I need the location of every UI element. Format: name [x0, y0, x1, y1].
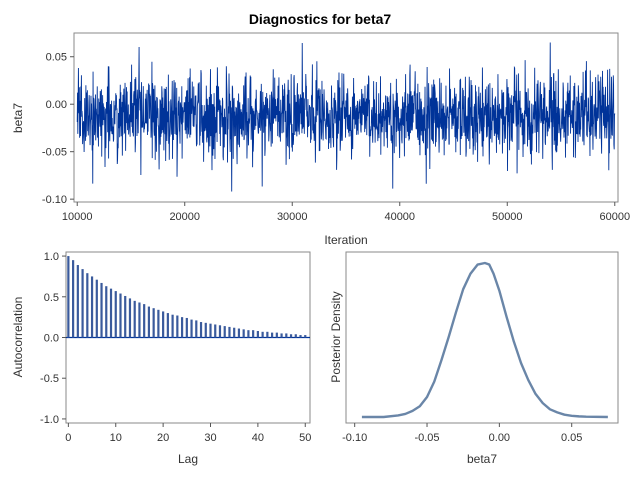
acf-bar	[119, 293, 122, 338]
acf-bar	[256, 330, 259, 338]
acf-bar	[289, 334, 293, 338]
acf-bar	[199, 322, 203, 338]
acf-bar	[180, 317, 184, 338]
acf-x-tick-label: 20	[157, 432, 169, 444]
acf-bar	[81, 269, 84, 338]
trace-x-tick-label: 30000	[277, 211, 308, 223]
trace-y-axis-label: beta7	[11, 103, 25, 133]
acf-bar	[114, 291, 117, 338]
acf-y-tick-label: 1.0	[44, 251, 59, 263]
acf-y-axis-label: Autocorrelation	[11, 297, 25, 378]
acf-x-tick-label: 40	[252, 432, 264, 444]
acf-bar	[86, 273, 89, 338]
trace-x-tick-label: 40000	[384, 211, 415, 223]
acf-bar	[271, 332, 274, 338]
density-panel: -0.10 -0.05 0.00 0.05 beta7 Posterior Densi…	[329, 251, 619, 466]
acf-bar	[214, 324, 217, 338]
acf-bar	[157, 309, 160, 338]
density-curve	[361, 261, 608, 419]
acf-bar	[109, 288, 113, 338]
acf-y-tick-label: 0.0	[44, 333, 59, 345]
trace-panel: 10000 20000 30000 40000 50000 60000 0.05 0.00 -0…	[11, 32, 630, 247]
density-x-tick-label: -0.10	[342, 432, 367, 444]
acf-bar	[285, 333, 288, 338]
acf-bar	[275, 332, 278, 338]
acf-bar	[218, 325, 222, 338]
trace-axis-ticks: 10000 20000 30000 40000 50000 60000 0.05 0.00 -0…	[42, 52, 630, 223]
trace-y-tick-label: -0.10	[42, 194, 67, 206]
acf-bar	[90, 276, 94, 338]
trace-y-tick-label: -0.05	[42, 147, 67, 159]
acf-bar	[162, 311, 165, 338]
acf-bar	[209, 323, 212, 338]
acf-bar	[72, 260, 75, 338]
acf-bar	[67, 256, 70, 338]
acf-bar	[124, 295, 127, 338]
acf-y-tick-label: 0.5	[44, 292, 59, 304]
trace-line	[76, 42, 616, 192]
density-y-axis-label: Posterior Density	[329, 291, 343, 382]
acf-bar	[185, 317, 188, 338]
trace-x-tick-label: 50000	[492, 211, 523, 223]
density-x-axis-label: beta7	[467, 452, 497, 466]
acf-bar	[261, 331, 264, 338]
trace-x-tick-label: 20000	[169, 211, 200, 223]
acf-bar	[152, 308, 155, 338]
acf-bar	[247, 330, 250, 338]
acf-bar	[100, 282, 103, 338]
trace-x-axis-label: Iteration	[324, 233, 367, 247]
acf-bar	[237, 328, 241, 338]
figure-title: Diagnostics for beta7	[249, 11, 392, 27]
acf-y-tick-label: -1.0	[40, 414, 59, 426]
acf-bar	[76, 265, 79, 338]
acf-series	[66, 256, 310, 339]
acf-x-tick-label: 50	[299, 432, 311, 444]
acf-bar	[147, 306, 151, 338]
acf-x-tick-label: 10	[110, 432, 122, 444]
acf-bar	[242, 329, 245, 338]
acf-bar	[95, 279, 98, 338]
acf-bar	[166, 313, 169, 338]
trace-y-tick-label: 0.00	[46, 99, 67, 111]
acf-bar	[304, 335, 307, 338]
density-x-tick-label: 0.05	[561, 432, 582, 444]
acf-axis-ticks: 0 10 20 30 40 50 1.0 0.5 0.0 -0.5 -1.0	[40, 251, 311, 444]
acf-bar	[195, 320, 198, 338]
acf-bar	[190, 319, 193, 338]
acf-bar	[176, 315, 179, 338]
acf-bar	[233, 327, 236, 338]
trace-series	[76, 42, 616, 192]
acf-bar	[171, 314, 174, 338]
acf-bar	[228, 326, 231, 338]
trace-x-tick-label: 60000	[599, 211, 630, 223]
acf-bar	[266, 331, 269, 338]
acf-bar	[252, 330, 255, 338]
density-x-tick-label: -0.05	[414, 432, 439, 444]
acf-bar	[133, 300, 136, 338]
density-plot-frame	[345, 251, 619, 424]
acf-bar	[280, 333, 283, 338]
acf-bar	[128, 298, 132, 338]
acf-bar	[105, 286, 108, 338]
trace-y-tick-label: 0.05	[46, 52, 67, 64]
acf-bar	[223, 326, 226, 338]
acf-bar	[294, 334, 297, 338]
density-x-tick-label: 0.00	[489, 432, 510, 444]
acf-x-tick-label: 30	[204, 432, 216, 444]
trace-x-tick-label: 10000	[62, 211, 93, 223]
acf-bar	[204, 322, 207, 338]
acf-x-tick-label: 0	[65, 432, 71, 444]
density-axis-ticks: -0.10 -0.05 0.00 0.05	[342, 423, 582, 444]
acf-bar	[138, 302, 141, 338]
acf-bar	[299, 335, 302, 338]
acf-bar	[143, 304, 146, 338]
acf-x-axis-label: Lag	[178, 452, 198, 466]
acf-y-tick-label: -0.5	[40, 373, 59, 385]
density-series	[361, 261, 608, 419]
autocorrelation-panel: 0 10 20 30 40 50 1.0 0.5 0.0 -0.5 -1.0 Lag Autocor…	[11, 251, 311, 466]
